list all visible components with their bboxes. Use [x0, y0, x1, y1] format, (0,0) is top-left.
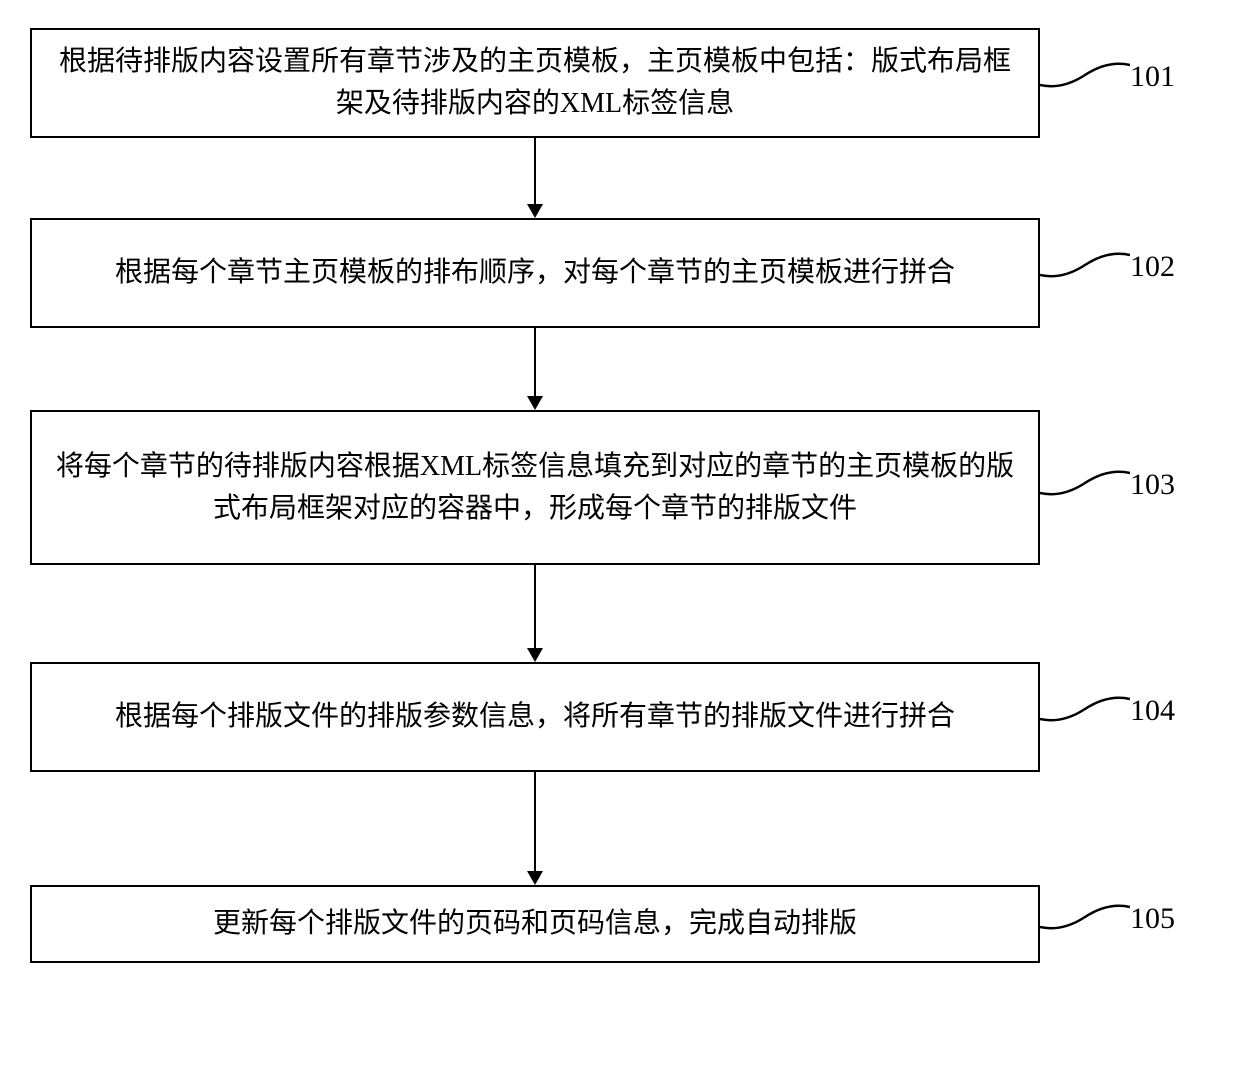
- node-text: 根据每个排版文件的排版参数信息，将所有章节的排版文件进行拼合: [115, 696, 955, 738]
- node-label-103: 103: [1130, 468, 1175, 502]
- node-label-102: 102: [1130, 250, 1175, 284]
- flowchart-node-103: 将每个章节的待排版内容根据XML标签信息填充到对应的章节的主页模板的版式布局框架…: [30, 410, 1040, 565]
- flowchart-node-104: 根据每个排版文件的排版参数信息，将所有章节的排版文件进行拼合: [30, 662, 1040, 772]
- flowchart-diagram: 根据待排版内容设置所有章节涉及的主页模板，主页模板中包括：版式布局框架及待排版内…: [0, 0, 1240, 1076]
- flowchart-node-105: 更新每个排版文件的页码和页码信息，完成自动排版: [30, 885, 1040, 963]
- bracket-103: [1040, 463, 1130, 503]
- edge-104-105: [534, 772, 536, 871]
- edge-102-103: [534, 328, 536, 396]
- flowchart-node-102: 根据每个章节主页模板的排布顺序，对每个章节的主页模板进行拼合: [30, 218, 1040, 328]
- node-label-101: 101: [1130, 60, 1175, 94]
- bracket-104: [1040, 689, 1130, 729]
- node-label-104: 104: [1130, 694, 1175, 728]
- edge-101-102: [534, 138, 536, 204]
- bracket-105: [1040, 897, 1130, 937]
- arrow-103-104: [527, 648, 543, 662]
- arrow-104-105: [527, 871, 543, 885]
- node-text: 根据每个章节主页模板的排布顺序，对每个章节的主页模板进行拼合: [115, 252, 955, 294]
- node-text: 更新每个排版文件的页码和页码信息，完成自动排版: [213, 903, 857, 945]
- edge-103-104: [534, 565, 536, 648]
- bracket-101: [1040, 55, 1130, 95]
- arrow-101-102: [527, 204, 543, 218]
- node-text: 根据待排版内容设置所有章节涉及的主页模板，主页模板中包括：版式布局框架及待排版内…: [52, 41, 1018, 125]
- node-label-105: 105: [1130, 902, 1175, 936]
- flowchart-node-101: 根据待排版内容设置所有章节涉及的主页模板，主页模板中包括：版式布局框架及待排版内…: [30, 28, 1040, 138]
- arrow-102-103: [527, 396, 543, 410]
- bracket-102: [1040, 245, 1130, 285]
- node-text: 将每个章节的待排版内容根据XML标签信息填充到对应的章节的主页模板的版式布局框架…: [52, 446, 1018, 530]
